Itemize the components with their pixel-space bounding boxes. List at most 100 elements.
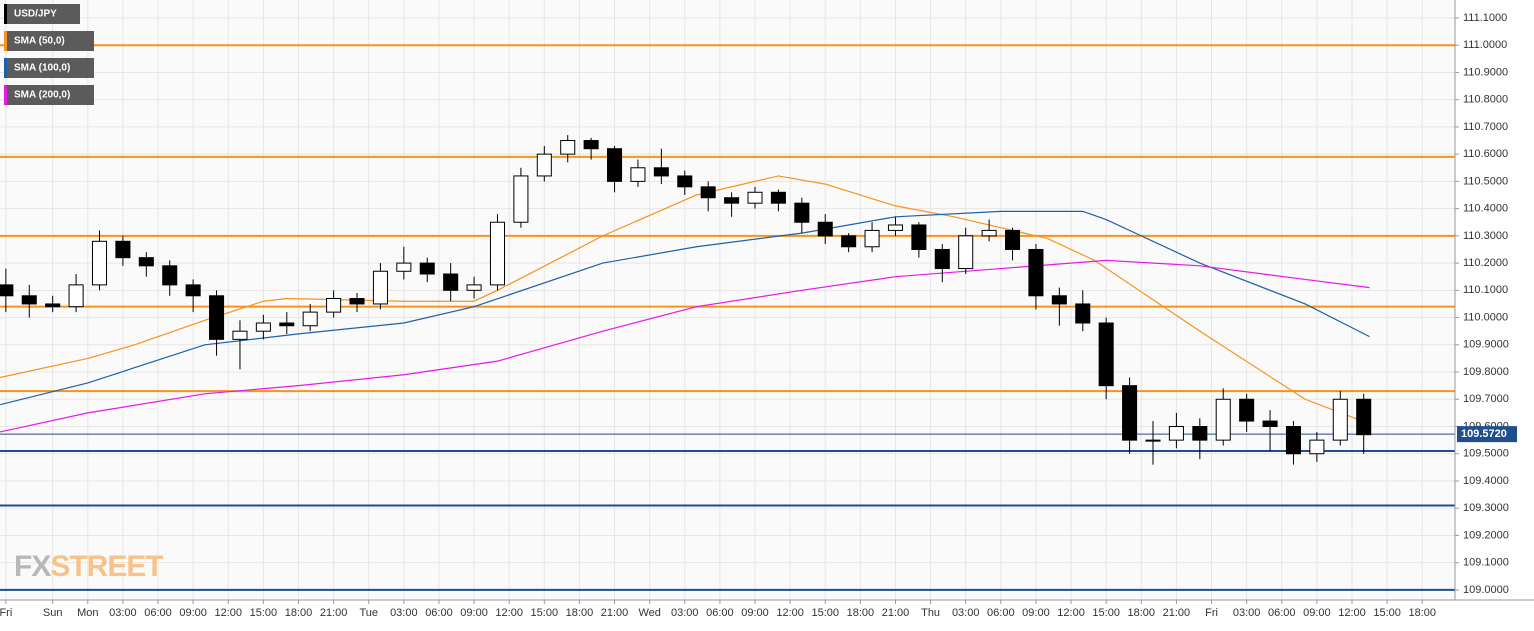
candle-body [443,273,459,291]
y-tick-label: 110.2000 [1463,257,1508,269]
candle-body [466,284,482,291]
legend-swatch [4,85,7,105]
axes: 109.0000 109.1000 109.2000 109.3000 109.4000… [0,12,1517,619]
marks [0,135,1372,465]
legend-swatch [4,58,7,78]
candle-body [653,167,669,177]
candle-body [934,248,950,270]
x-tick-label: 15:00 [1092,607,1120,619]
candle-body [817,221,833,237]
candle-body [419,262,435,275]
candle-body [1098,322,1114,387]
candle-body [45,303,61,308]
candle-body [770,191,786,204]
y-tick-label: 109.0000 [1463,584,1509,596]
candle-body [630,167,646,182]
legend-swatch [4,4,7,24]
candle-body [607,148,623,182]
watermark-street: STREET [50,550,163,583]
legend-entry: USD/JPY [4,4,80,24]
candle-body [1122,385,1138,441]
y-tick-label: 110.9000 [1463,66,1508,78]
x-tick-label: Thu [921,607,940,619]
candle-body [302,311,318,327]
x-tick-label: 06:00 [1268,607,1296,619]
x-tick-label: 12:00 [1338,607,1366,619]
candle-body [1356,398,1372,436]
candle-body [232,330,248,340]
candle-body [489,221,506,286]
candle-body [513,175,529,223]
x-tick-label: 03:00 [671,607,699,619]
sma-line [0,259,1370,433]
candle-body [1239,398,1255,422]
legend-box [4,85,94,105]
candle-body [700,186,716,199]
x-tick-label: 12:00 [1057,607,1085,619]
candle-body [68,284,84,308]
legend: USD/JPY SMA (50,0) SMA (100,0) SMA (200,0) [4,4,94,105]
candle-body [396,262,412,272]
x-tick-label: 06:00 [144,607,172,619]
x-tick-label: 09:00 [741,607,769,619]
x-tick-label: 03:00 [109,607,137,619]
candle-body [981,229,997,237]
candle-body [747,191,763,204]
candle-body [255,322,271,332]
candle-body [1051,295,1067,305]
x-tick-label: 06:00 [425,607,453,619]
x-tick-label: 15:00 [250,607,278,619]
last-price-box [1457,426,1517,443]
candle-body [583,140,599,150]
candle-body [841,235,857,248]
candle-body [560,140,576,155]
y-tick-label: 110.4000 [1463,203,1508,215]
candle-body [1262,420,1278,428]
y-tick-label: 109.8000 [1463,366,1509,378]
y-tick-label: 109.1000 [1463,557,1509,569]
y-tick-label: 110.7000 [1463,121,1508,133]
y-tick-label: 109.4000 [1463,475,1509,487]
candle-body [1192,426,1208,441]
candle-body [1168,426,1184,441]
candle-body [349,298,365,305]
candle-body [1075,303,1091,324]
y-tick-label: 109.3000 [1463,502,1509,514]
candle-body [1285,426,1301,455]
candle-body [21,295,37,305]
candle-body [1332,398,1348,441]
y-tick-label: 110.1000 [1463,284,1508,296]
x-tick-label: 09:00 [1022,607,1050,619]
candle-body [138,257,154,267]
x-tick-label: 18:00 [847,607,875,619]
legend-label: SMA (200,0) [14,90,70,101]
candle-body [1005,229,1021,250]
x-tick-label: 09:00 [179,607,207,619]
candle-body [1145,439,1161,442]
candle-body [326,298,342,313]
candle-body [958,235,974,270]
last-price-label: 109.5720 [1461,428,1507,440]
legend-entry: SMA (200,0) [4,85,94,105]
grid [0,0,1455,600]
legend-swatch [4,31,7,51]
y-tick-label: 110.5000 [1463,175,1508,187]
candle-body [91,240,108,286]
candle-body [279,322,295,327]
legend-entry: SMA (50,0) [4,31,94,51]
legend-entry: SMA (100,0) [4,58,94,78]
x-tick-label: 15:00 [531,607,559,619]
candle-body [162,265,178,286]
legend-box [4,58,94,78]
candle-body [115,240,131,259]
x-tick-label: Fri [1205,607,1218,619]
x-tick-label: 12:00 [214,607,242,619]
candle-body [185,284,201,297]
x-tick-label: Sun [43,607,63,619]
y-tick-label: 110.0000 [1463,311,1508,323]
x-tick-label: Tue [359,607,378,619]
candle-body [724,197,740,204]
x-tick-label: 21:00 [601,607,629,619]
x-tick-label: 21:00 [882,607,910,619]
